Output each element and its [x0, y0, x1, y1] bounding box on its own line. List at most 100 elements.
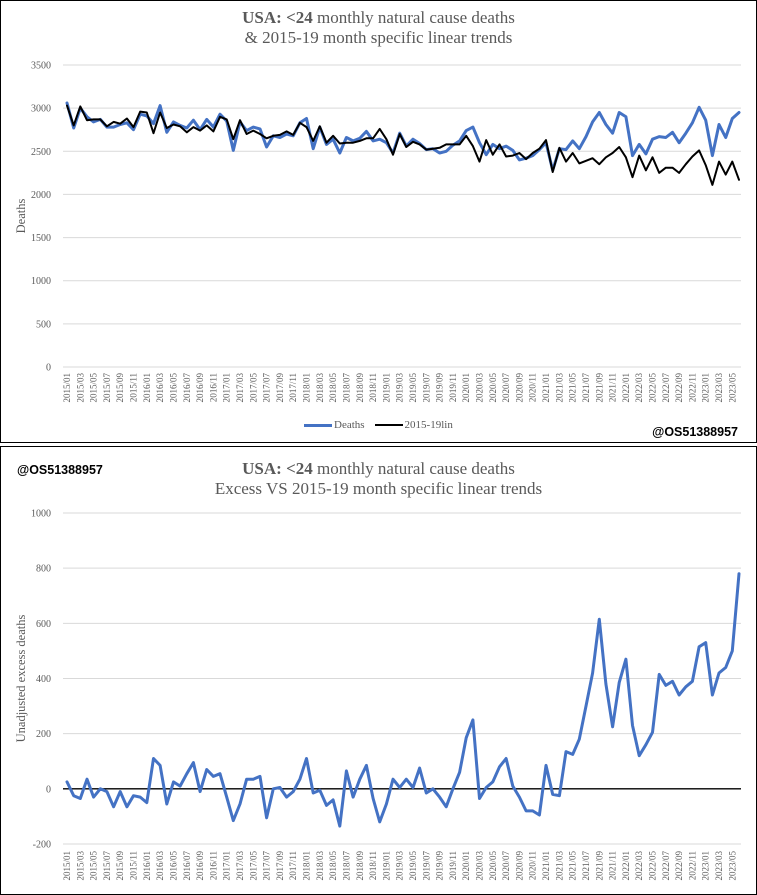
deaths-chart-panel: USA: <24 monthly natural cause deaths & …: [0, 0, 757, 443]
legend-label-deaths: Deaths: [334, 419, 365, 431]
x-tick-label: 2016/07: [182, 851, 192, 881]
x-tick-label: 2019/07: [421, 851, 431, 881]
x-tick-label: 2015/09: [115, 851, 125, 881]
x-tick-label: 2018/09: [355, 373, 365, 403]
x-tick-label: 2015/01: [62, 373, 72, 403]
x-tick-label: 2017/03: [235, 373, 245, 403]
x-tick-label: 2016/01: [142, 851, 152, 881]
x-tick-label: 2021/09: [594, 373, 604, 403]
x-tick-label: 2020/11: [528, 851, 538, 880]
x-tick-label: 2019/01: [381, 373, 391, 403]
x-tick-label: 2019/09: [435, 373, 445, 403]
legend-item-trend: 2015-19lin: [374, 419, 453, 431]
y-tick-label: 1000: [31, 509, 51, 520]
legend-swatch-trend: [374, 424, 403, 426]
x-tick-label: 2018/05: [328, 851, 338, 881]
series-line-2015-19lin: [66, 104, 740, 186]
x-tick-label: 2017/03: [235, 851, 245, 881]
x-tick-label: 2017/07: [262, 851, 272, 881]
x-tick-label: 2020/11: [528, 373, 538, 402]
x-tick-label: 2015/05: [89, 373, 99, 403]
x-tick-label: 2020/03: [475, 851, 485, 881]
y-tick-label: -200: [33, 840, 51, 851]
x-tick-label: 2016/11: [208, 851, 218, 880]
x-tick-label: 2019/09: [435, 851, 445, 881]
x-tick-label: 2020/05: [488, 851, 498, 881]
x-tick-label: 2017/11: [288, 851, 298, 880]
x-tick-label: 2022/09: [674, 851, 684, 881]
x-tick-label: 2015/05: [89, 851, 99, 881]
excess-chart-subtitle: Excess VS 2015-19 month specific linear …: [214, 479, 543, 498]
x-tick-label: 2023/05: [727, 373, 737, 403]
x-tick-label: 2020/01: [461, 373, 471, 403]
x-tick-label: 2016/03: [155, 373, 165, 403]
title-bold: USA: <24: [242, 459, 313, 478]
x-tick-label: 2022/03: [634, 373, 644, 403]
x-tick-label: 2019/03: [395, 851, 405, 881]
deaths-chart: 0 500 1000 1500 2000 2500 3000 3500 Deaths 2015/0…: [14, 61, 741, 403]
x-tick-label: 2022/11: [687, 373, 697, 402]
x-tick-label: 2015/11: [129, 373, 139, 402]
x-tick-label: 2020/03: [475, 373, 485, 403]
y-tick-label: 1000: [31, 276, 51, 287]
series-line-excess: [65, 572, 741, 828]
x-tick-label: 2017/05: [248, 373, 258, 403]
x-tick-label: 2018/07: [341, 373, 351, 403]
y-tick-label: 2000: [31, 190, 51, 201]
excess-chart-title: USA: <24 monthly natural cause deaths: [1, 459, 756, 478]
x-tick-label: 2020/09: [514, 373, 524, 403]
x-tick-label: 2022/07: [661, 851, 671, 881]
x-tick-label: 2016/07: [182, 373, 192, 403]
x-tick-label: 2019/03: [395, 373, 405, 403]
x-tick-label: 2017/09: [275, 851, 285, 881]
x-tick-label: 2021/07: [581, 373, 591, 403]
x-tick-label: 2022/03: [634, 851, 644, 881]
x-tick-label: 2022/05: [648, 851, 658, 881]
x-tick-label: 2023/03: [714, 373, 724, 403]
y-tick-label: 0: [46, 363, 51, 374]
y-tick-label: 800: [36, 564, 51, 575]
x-tick-label: 2015/01: [62, 851, 72, 881]
x-tick-label: 2016/11: [208, 373, 218, 402]
x-tick-label: 2017/01: [222, 851, 232, 881]
x-tick-label: 2019/01: [381, 851, 391, 881]
x-tick-label: 2015/09: [115, 373, 125, 403]
y-tick-label: 400: [36, 674, 51, 685]
y-tick-label: 3000: [31, 104, 51, 115]
x-tick-label: 2020/09: [514, 851, 524, 881]
x-tick-label: 2016/01: [142, 373, 152, 403]
x-tick-label: 2017/07: [262, 373, 272, 403]
x-tick-label: 2018/01: [302, 373, 312, 403]
x-tick-label: 2020/07: [501, 373, 511, 403]
x-tick-label: 2015/07: [102, 373, 112, 403]
deaths-chart-subtitle: & 2015-19 month specific linear trends: [244, 28, 513, 47]
excess-chart: -200 0 200 400 600 800 1000 Unadjusted excess d…: [14, 509, 741, 881]
x-tick-label: 2023/01: [701, 373, 711, 403]
x-tick-label: 2021/01: [541, 373, 551, 403]
x-tick-label: 2017/01: [222, 373, 232, 403]
x-tick-label: 2015/03: [75, 373, 85, 403]
deaths-chart-title: USA: <24 monthly natural cause deaths: [1, 8, 756, 27]
x-tick-label: 2015/07: [102, 851, 112, 881]
y-tick-label: 0: [46, 784, 51, 795]
x-tick-label: 2023/03: [714, 851, 724, 881]
x-tick-label: 2015/11: [129, 851, 139, 880]
x-tick-label: 2021/01: [541, 851, 551, 881]
y-axis-label: Deaths: [14, 199, 28, 234]
x-tick-label: 2022/01: [621, 851, 631, 881]
x-tick-label: 2019/07: [421, 373, 431, 403]
x-tick-label: 2023/05: [727, 851, 737, 881]
x-tick-label: 2018/03: [315, 373, 325, 403]
x-tick-label: 2020/01: [461, 851, 471, 881]
x-tick-label: 2017/05: [248, 851, 258, 881]
x-tick-label: 2020/05: [488, 373, 498, 403]
x-tick-label: 2016/05: [168, 373, 178, 403]
x-tick-label: 2019/11: [448, 851, 458, 880]
x-tick-label: 2018/11: [368, 851, 378, 880]
y-tick-label: 500: [36, 319, 51, 330]
y-tick-label: 2500: [31, 147, 51, 158]
title-bold: USA: <24: [242, 8, 313, 27]
x-tick-label: 2018/09: [355, 851, 365, 881]
x-tick-label: 2021/05: [568, 851, 578, 881]
y-tick-label: 200: [36, 729, 51, 740]
